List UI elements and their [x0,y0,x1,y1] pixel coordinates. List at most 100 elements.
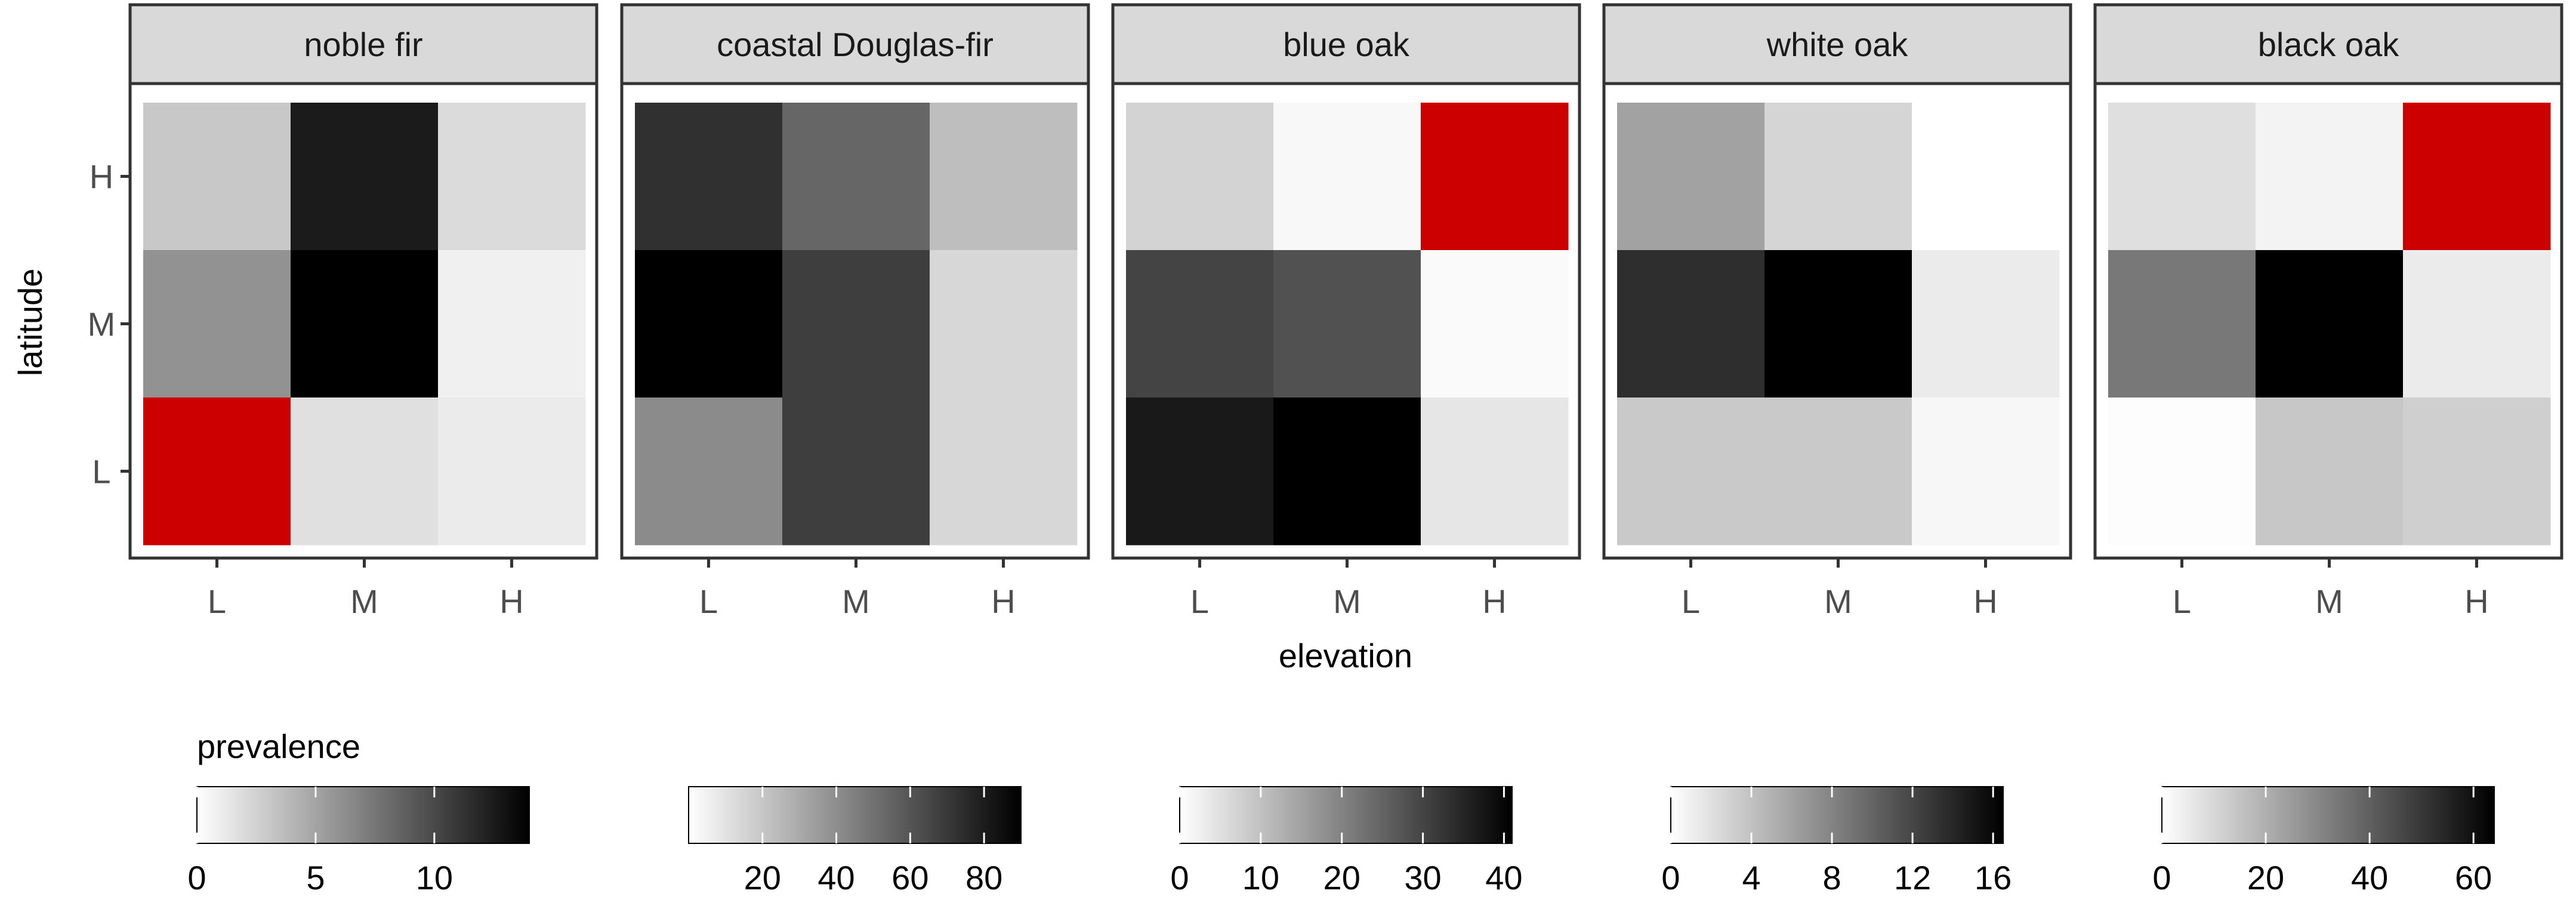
heatmap-cell [438,103,586,251]
heatmap-cell [2256,250,2404,398]
heatmap-cell [635,398,783,546]
legend-tick-label: 20 [1324,859,1361,896]
x-tick-label: M [350,583,378,620]
legend-colorbar [196,786,530,844]
legend-tick-label: 8 [1822,859,1841,896]
x-tick-label: M [842,583,870,620]
heatmap-cell [930,250,1078,398]
legend-tick-label: 40 [1485,859,1522,896]
facet-title: noble fir [304,26,422,63]
heatmap-cell [143,250,291,398]
heatmap-cell [2403,250,2551,398]
x-tick-label: H [991,583,1015,620]
legend-tick-label: 60 [2455,859,2492,896]
heatmap-cell [143,398,291,546]
legend-title: prevalence [197,728,360,765]
heatmap-cell [930,103,1078,251]
heatmap-cell [438,398,586,546]
legend-colorbar [688,786,1022,844]
heatmap-cell [291,250,439,398]
x-tick-label: L [208,583,226,620]
heatmap-cell [782,250,930,398]
legend-colorbar [1670,786,2004,844]
x-tick-label: L [699,583,718,620]
heatmap-cell [438,250,586,398]
legend-tick-label: 0 [1661,859,1680,896]
heatmap-cell [2256,398,2404,546]
legend-tick-label: 0 [1170,859,1189,896]
x-tick-label: L [1682,583,1700,620]
heatmap-cell [1764,398,1912,546]
y-tick-label: L [92,453,110,491]
x-tick-label: M [2315,583,2343,620]
legend-tick-label: 20 [2247,859,2284,896]
heatmap-cell [635,103,783,251]
heatmap-cell [1421,250,1569,398]
x-tick-label: M [1824,583,1852,620]
facet-panel: noble fir L M H 0 5 10 [128,3,599,896]
heatmap-cell [1764,250,1912,398]
legend-tick-label: 40 [817,859,854,896]
heatmap-cell [1617,250,1765,398]
facet-title: coastal Douglas-fir [717,26,994,63]
heatmap-cell [1912,398,2060,546]
y-tick-label: M [88,306,116,343]
x-tick-label: L [2173,583,2191,620]
legend-tick-label: 12 [1894,859,1931,896]
legend-tick-label: 80 [965,859,1002,896]
legend-tick-label: 30 [1404,859,1441,896]
facet-strip [1111,3,1581,85]
facet-strip [620,3,1090,85]
facet-title: black oak [2258,26,2400,63]
heatmap-cell [1764,103,1912,251]
legend-tick-label: 16 [1975,859,2012,896]
heatmap-cell [1617,398,1765,546]
legend-tick-label: 60 [891,859,928,896]
legend-colorbar [2161,786,2495,844]
heatmap-cell [2256,103,2404,251]
heatmap-cell [2403,398,2551,546]
heatmap-cell [1912,103,2060,251]
legend-colorbar [1179,786,1513,844]
heatmap-cell [2108,250,2256,398]
heatmap-cell [2108,398,2256,546]
legend-tick-label: 20 [744,859,781,896]
heatmap-cell [2108,103,2256,251]
legend-tick-label: 40 [2351,859,2388,896]
heatmap-cell [291,398,439,546]
y-tick-label: H [90,158,113,196]
facet-strip [2093,3,2563,85]
heatmap-cell [782,103,930,251]
heatmap-cell [782,398,930,546]
facet-title: white oak [1766,26,1909,63]
facet-panel: coastal Douglas-fir L M H 20 40 60 80 [620,3,1090,896]
heatmap-cell [1421,398,1569,546]
heatmap-cell [1912,250,2060,398]
legend-tick-label: 0 [187,859,206,896]
facet-strip [128,3,599,85]
legend-tick-label: 4 [1742,859,1760,896]
x-tick-label: H [1973,583,1997,620]
x-tick-label: H [1482,583,1506,620]
heatmap-cell [1421,103,1569,251]
heatmap-cell [1273,398,1421,546]
heatmap-cell [1273,103,1421,251]
x-tick-label: H [2464,583,2488,620]
legend-tick-label: 0 [2152,859,2171,896]
heatmap-cell [930,398,1078,546]
facet-panel: white oak L M H 0 4 8 12 16 [1602,3,2072,896]
heatmap-cell [2403,103,2551,251]
heatmap-cell [1126,398,1274,546]
x-tick-label: L [1190,583,1209,620]
heatmap-cell [1126,250,1274,398]
y-axis-title: latitude [11,269,49,377]
legend-tick-label: 10 [416,859,453,896]
facet-panel: black oak L M H 0 20 40 60 [2093,3,2563,896]
heatmap-cell [1617,103,1765,251]
x-axis-title: elevation [1279,637,1412,674]
heatmap-cell [1273,250,1421,398]
heatmap-cell [635,250,783,398]
heatmap-cell [143,103,291,251]
facet-panel: blue oak L M H 0 10 20 30 40 [1111,3,1581,896]
